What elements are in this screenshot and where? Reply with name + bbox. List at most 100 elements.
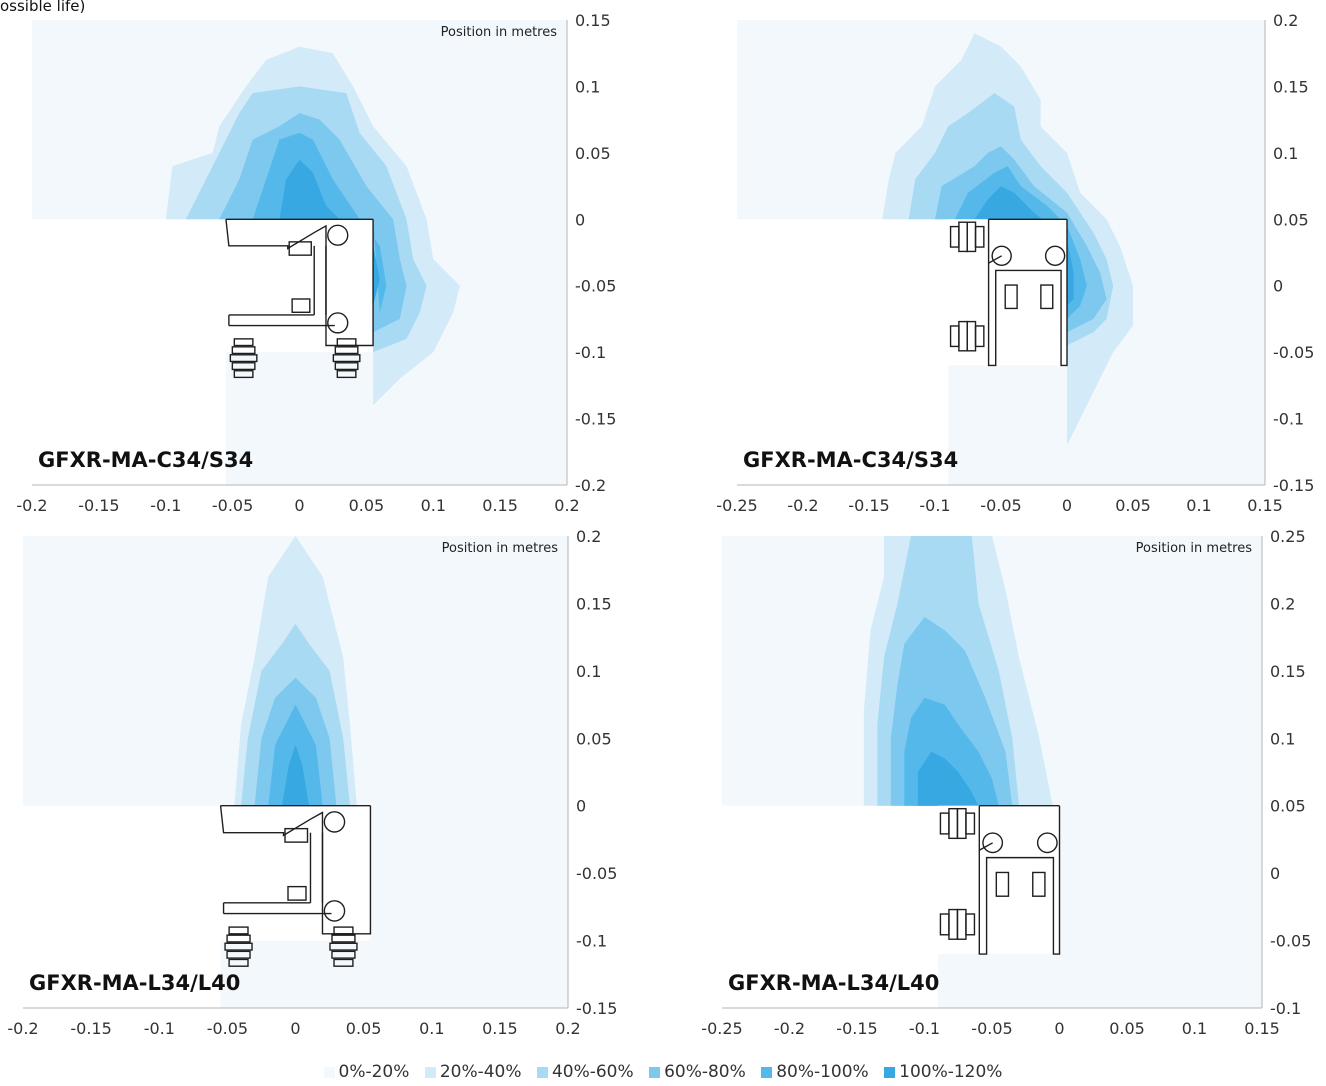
y-tick-label: 0 <box>1270 864 1280 883</box>
x-tick-label: -0.25 <box>701 1019 742 1038</box>
position-label: Position in metres <box>442 541 559 556</box>
legend-swatch <box>761 1067 773 1078</box>
x-tick-label: -0.05 <box>212 496 253 515</box>
y-tick-label: -0.15 <box>576 999 617 1018</box>
x-tick-label: 0.15 <box>482 496 518 515</box>
y-tick-label: 0.15 <box>575 11 611 30</box>
y-tick-label: 0 <box>576 797 586 816</box>
fixture-pin <box>327 312 349 334</box>
y-tick-label: -0.05 <box>1273 343 1314 362</box>
fixture-pin <box>982 832 1004 854</box>
x-tick-label: -0.2 <box>787 496 818 515</box>
x-tick-label: 0 <box>294 496 304 515</box>
fixture-frame-outline <box>978 805 1061 955</box>
y-tick-label: -0.1 <box>575 343 606 362</box>
x-tick-label: -0.15 <box>836 1019 877 1038</box>
chart-title: GFXR-MA-L34/L40 <box>728 971 939 995</box>
y-tick-label: 0.1 <box>576 662 601 681</box>
y-tick-label: -0.15 <box>1273 476 1314 495</box>
fixture-pin <box>323 900 346 922</box>
legend-swatch <box>323 1067 335 1078</box>
chart-title: GFXR-MA-L34/L40 <box>29 971 240 995</box>
position-label: Position in metres <box>1136 541 1253 556</box>
fixture-pin <box>1036 832 1058 854</box>
legend-item: 80%-100% <box>761 1062 869 1082</box>
fixture-pin <box>323 811 346 833</box>
x-tick-label: 0.05 <box>346 1019 382 1038</box>
x-tick-label: 0 <box>1062 496 1072 515</box>
y-tick-label: -0.05 <box>1270 932 1311 951</box>
y-tick-label: 0.15 <box>1270 662 1306 681</box>
fixture-wheel-layer <box>333 926 354 935</box>
x-tick-label: 0 <box>290 1019 300 1038</box>
fixture-backing <box>220 805 371 941</box>
y-tick-label: -0.1 <box>1270 999 1301 1018</box>
y-tick-label: -0.2 <box>575 476 606 495</box>
fixture-wheel-layer <box>333 958 354 967</box>
fixture-wheel-layer <box>974 225 985 248</box>
x-tick-label: -0.05 <box>207 1019 248 1038</box>
contour-zone-level-5 <box>974 186 1074 306</box>
legend-swatch <box>649 1067 661 1078</box>
fixture-wheel-layer <box>334 362 359 371</box>
fixture-wheel-layer <box>336 338 357 347</box>
chart-panel: -0.2 -0.15 -0.1 -0.05 0 0.05 0.1 0.15 0.2 0.2 0.15… <box>7 527 617 1038</box>
legend-item: 20%-40% <box>424 1062 522 1082</box>
x-tick-label: 0.2 <box>554 496 579 515</box>
fixture-wheel-layer <box>224 942 253 951</box>
y-tick-label: 0.2 <box>576 527 601 546</box>
chart-panel: -0.2 -0.15 -0.1 -0.05 0 0.05 0.1 0.15 0.2 0.15 0.1… <box>16 11 616 515</box>
y-tick-label: -0.05 <box>575 277 616 296</box>
fixture-backing <box>948 219 1067 366</box>
fixture-wheel-layer <box>334 346 359 355</box>
x-tick-label: 0 <box>1054 1019 1064 1038</box>
y-tick-label: 0.05 <box>575 144 611 163</box>
fixture-clamp <box>1032 871 1046 897</box>
fixture-clamp <box>995 871 1010 897</box>
fixture-wheel-layer <box>228 926 249 935</box>
legend-item: 40%-60% <box>536 1062 634 1082</box>
x-tick-label: 0.1 <box>1182 1019 1207 1038</box>
y-tick-label: 0.05 <box>1273 210 1309 229</box>
x-tick-label: -0.15 <box>78 496 119 515</box>
fixture-wheel-layer <box>231 362 256 371</box>
contour-zone-level-5 <box>279 159 380 306</box>
x-tick-label: -0.15 <box>70 1019 111 1038</box>
x-tick-label: -0.1 <box>144 1019 175 1038</box>
legend-item: 60%-80% <box>649 1062 746 1082</box>
fixture-wheel-layer <box>965 913 976 936</box>
legend-item: 0%-20% <box>323 1062 409 1082</box>
contour-zone-level-5 <box>281 745 310 806</box>
x-tick-label: 0.05 <box>349 496 385 515</box>
y-tick-label: -0.15 <box>575 410 616 429</box>
legend-swatch <box>536 1067 548 1078</box>
fixture-pin <box>327 224 349 246</box>
y-tick-label: 0.2 <box>1273 11 1298 30</box>
chart-title: GFXR-MA-C34/S34 <box>743 448 958 472</box>
x-tick-label: -0.2 <box>7 1019 38 1038</box>
legend-label: 20%-40% <box>439 1062 522 1082</box>
legend-label: 40%-60% <box>551 1062 634 1082</box>
y-tick-label: 0.1 <box>1270 729 1295 748</box>
y-tick-label: -0.1 <box>1273 410 1304 429</box>
legend-label: 60%-80% <box>664 1062 746 1082</box>
y-tick-label: 0.15 <box>576 594 612 613</box>
chart-title: GFXR-MA-C34/S34 <box>38 448 253 472</box>
contour-zone-level-4 <box>252 132 387 313</box>
fixture-wheel-layer <box>228 958 249 967</box>
x-tick-label: -0.1 <box>150 496 181 515</box>
fixture-wheel-layer <box>233 338 254 347</box>
x-tick-label: 0.15 <box>1247 496 1283 515</box>
fixture-clamp <box>284 827 309 843</box>
x-tick-label: -0.05 <box>971 1019 1012 1038</box>
x-tick-label: 0.1 <box>419 1019 444 1038</box>
chart-panel: -0.25 -0.2 -0.15 -0.1 -0.05 0 0.05 0.1 0.15 0.2 0.… <box>716 11 1314 515</box>
fixture-wheel-layer <box>336 370 357 379</box>
y-tick-label: 0.05 <box>1270 797 1306 816</box>
fixture-wheel-layer <box>331 950 356 959</box>
x-tick-label: -0.1 <box>919 496 950 515</box>
legend: 0%-20% 20%-40% 40%-60% 60%-80% 80%-100% … <box>0 1062 1326 1086</box>
legend-swatch <box>424 1067 436 1078</box>
legend-label: 80%-100% <box>776 1062 869 1082</box>
legend-swatch <box>884 1067 896 1078</box>
